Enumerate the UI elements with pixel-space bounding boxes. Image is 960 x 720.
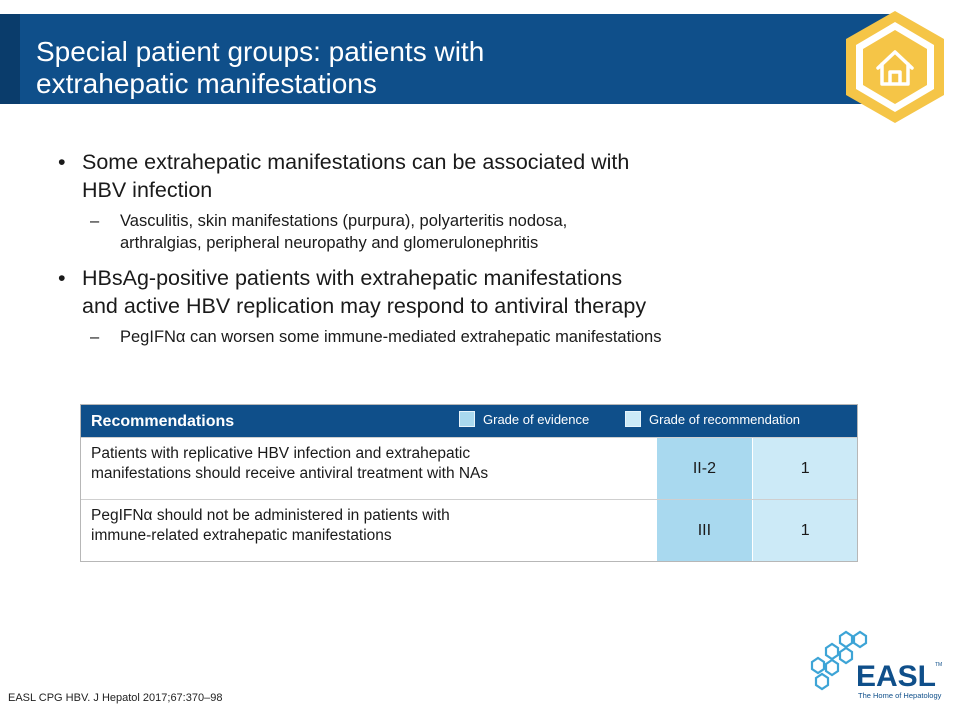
legend-recommendation-label: Grade of recommendation [649, 411, 801, 427]
sub-bullet-marker: – [90, 212, 100, 230]
bullet-1-line-2: HBV infection [82, 178, 213, 202]
recommendation-text-line-2: manifestations should receive antiviral … [91, 465, 489, 482]
page-title-line-2: extrahepatic manifestations [36, 68, 377, 99]
grade-of-evidence-cell: III [655, 500, 753, 561]
grade-of-evidence-cell: II-2 [655, 438, 753, 499]
recommendation-text-line-1: PegIFNα should not be administered in pa… [91, 507, 450, 524]
easl-logo-name: EASL [856, 660, 936, 693]
bullet-2: • HBsAg-positive patients with extrahepa… [58, 264, 928, 320]
page-title-line-1: Special patient groups: patients with [36, 36, 485, 67]
recommendation-text: Patients with replicative HBV infection … [81, 438, 656, 499]
title-bar: Special patient groups: patients with ex… [0, 14, 892, 104]
recommendation-text-line-1: Patients with replicative HBV infection … [91, 445, 471, 462]
sub-bullet-2: – PegIFNα can worsen some immune-mediate… [58, 326, 928, 348]
recommendation-swatch [625, 411, 641, 427]
recommendations-heading: Recommendations [91, 413, 235, 430]
sub-bullet-1-line-2: arthralgias, peripheral neuropathy and g… [120, 234, 539, 252]
grade-of-recommendation-cell: 1 [752, 500, 857, 561]
easl-hexagons-icon [810, 630, 868, 691]
sub-bullet-1-line-1: Vasculitis, skin manifestations (purpura… [120, 212, 568, 230]
table-row: PegIFNα should not be administered in pa… [81, 499, 857, 561]
easl-logo: EASL TM The Home of Hepatology [810, 630, 942, 700]
bullet-marker: • [58, 266, 66, 290]
easl-logo-tm: TM [935, 662, 942, 668]
recommendation-text-line-2: immune-related extrahepatic manifestatio… [91, 527, 392, 544]
bullet-2-line-1: HBsAg-positive patients with extrahepati… [82, 266, 623, 290]
bullet-1-line-1: Some extrahepatic manifestations can be … [82, 150, 630, 174]
citation: EASL CPG HBV. J Hepatol 2017;67:370–98 [8, 692, 223, 704]
bullet-list: • Some extrahepatic manifestations can b… [58, 148, 928, 358]
sub-bullet-2-line-1: PegIFNα can worsen some immune-mediated … [120, 328, 662, 346]
bullet-2-line-2: and active HBV replication may respond t… [82, 294, 647, 318]
page-title: Special patient groups: patients with ex… [36, 36, 816, 100]
title-bar-accent [0, 14, 20, 104]
recommendations-header: Recommendations Grade of evidence Grade … [81, 405, 857, 437]
recommendation-text: PegIFNα should not be administered in pa… [81, 500, 656, 561]
bullet-1: • Some extrahepatic manifestations can b… [58, 148, 928, 204]
recommendations-table: Recommendations Grade of evidence Grade … [80, 404, 858, 562]
grade-of-recommendation-cell: 1 [752, 438, 857, 499]
evidence-swatch [459, 411, 475, 427]
legend-evidence-label: Grade of evidence [483, 411, 590, 427]
legend-recommendation: Grade of recommendation [625, 411, 800, 427]
bullet-marker: • [58, 150, 66, 174]
sub-bullet-marker: – [90, 328, 100, 346]
easl-logo-tagline: The Home of Hepatology [858, 691, 942, 700]
table-row: Patients with replicative HBV infection … [81, 437, 857, 499]
home-icon[interactable] [842, 8, 948, 126]
legend-evidence: Grade of evidence [459, 411, 589, 427]
sub-bullet-1: – Vasculitis, skin manifestations (purpu… [58, 210, 928, 254]
